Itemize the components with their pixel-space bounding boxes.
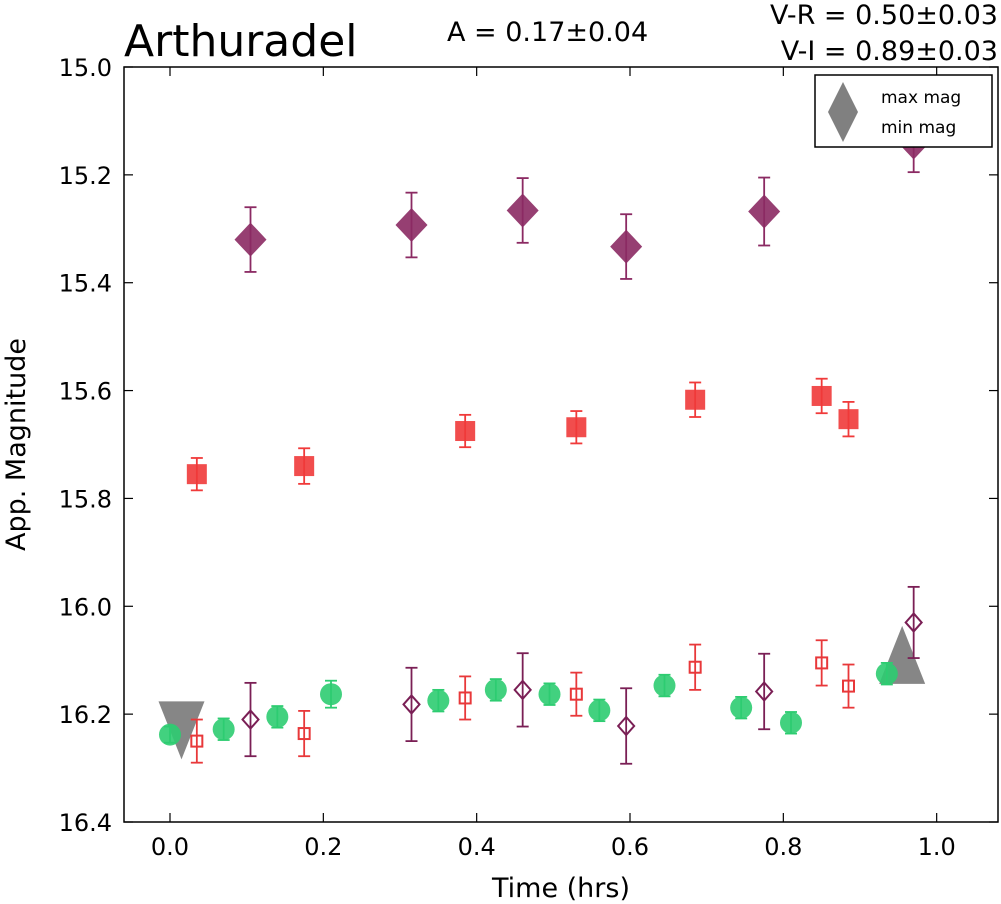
- data-point: [294, 456, 315, 477]
- data-point: [566, 417, 587, 438]
- chart-header: Arthuradel A = 0.17±0.04 V-R = 0.50±0.03…: [124, 0, 998, 67]
- data-point: [395, 208, 428, 243]
- legend: max mag min mag: [814, 74, 993, 148]
- plot-frame: [123, 66, 999, 823]
- data-point: [904, 611, 924, 633]
- data-point: [569, 687, 583, 701]
- y-tick-label: 15.4: [59, 270, 112, 298]
- data-series: [159, 111, 930, 765]
- data-point: [212, 718, 235, 741]
- data-point: [616, 715, 636, 737]
- series-diamond-open: [241, 585, 924, 765]
- data-point: [190, 734, 204, 748]
- data-point: [875, 662, 898, 685]
- series-square-filled: [186, 377, 859, 492]
- data-point: [455, 421, 476, 442]
- data-point: [688, 660, 702, 674]
- data-point: [427, 689, 450, 712]
- data-point: [458, 691, 472, 705]
- data-point: [811, 385, 832, 406]
- data-point: [838, 409, 859, 430]
- data-point: [780, 711, 802, 734]
- data-point: [538, 683, 561, 706]
- legend-label: min mag: [881, 118, 956, 138]
- data-point: [159, 723, 181, 746]
- series-square-open: [190, 639, 855, 764]
- y-tick-label: 16.2: [59, 701, 112, 729]
- data-point: [484, 678, 507, 701]
- data-point: [685, 389, 706, 410]
- x-tick-label: 0.2: [304, 833, 342, 861]
- y-tick-label: 16.0: [59, 593, 112, 621]
- axis-ticks: [124, 66, 998, 823]
- data-point: [748, 194, 781, 229]
- y-tick-labels: 15.0 15.2 15.4 15.6 15.8 16.0 16.2 16.4: [59, 54, 112, 837]
- series-circle-filled: [159, 662, 898, 746]
- y-tick-label: 15.0: [59, 54, 112, 82]
- data-point: [297, 727, 311, 741]
- x-tick-label: 1.0: [918, 833, 956, 861]
- chart-title: Arthuradel: [124, 16, 358, 67]
- legend-triangle-up-icon: [828, 82, 858, 112]
- data-point: [730, 696, 753, 719]
- data-point: [506, 193, 539, 228]
- x-axis-label: Time (hrs): [491, 873, 630, 904]
- data-point: [842, 679, 855, 693]
- data-point: [241, 709, 260, 731]
- y-tick-label: 15.6: [59, 378, 112, 406]
- data-point: [234, 222, 267, 257]
- data-point: [653, 674, 676, 697]
- x-tick-label: 0.0: [151, 833, 189, 861]
- data-point: [754, 680, 774, 702]
- data-point: [402, 693, 421, 715]
- legend-label: max mag: [881, 88, 961, 108]
- x-tick-label: 0.6: [611, 833, 649, 861]
- y-tick-label: 15.8: [59, 485, 112, 513]
- min-mag-marker: [158, 701, 205, 760]
- data-point: [815, 656, 829, 670]
- legend-triangle-down-icon: [828, 112, 858, 142]
- y-axis-label: App. Magnitude: [1, 338, 32, 551]
- data-point: [266, 705, 289, 728]
- y-tick-label: 16.4: [59, 809, 112, 837]
- data-point: [320, 683, 342, 706]
- x-tick-label: 0.4: [458, 833, 496, 861]
- data-point: [610, 229, 643, 264]
- amplitude-annotation: A = 0.17±0.04: [447, 17, 648, 48]
- x-tick-labels: 0.0 0.2 0.4 0.6 0.8 1.0: [151, 833, 956, 861]
- v-i-color-annotation: V-I = 0.89±0.03: [781, 36, 998, 67]
- y-tick-label: 15.2: [59, 162, 112, 190]
- v-r-color-annotation: V-R = 0.50±0.03: [770, 0, 998, 31]
- data-point: [186, 464, 207, 485]
- data-point: [513, 679, 533, 701]
- x-tick-label: 0.8: [764, 833, 802, 861]
- data-point: [588, 699, 611, 722]
